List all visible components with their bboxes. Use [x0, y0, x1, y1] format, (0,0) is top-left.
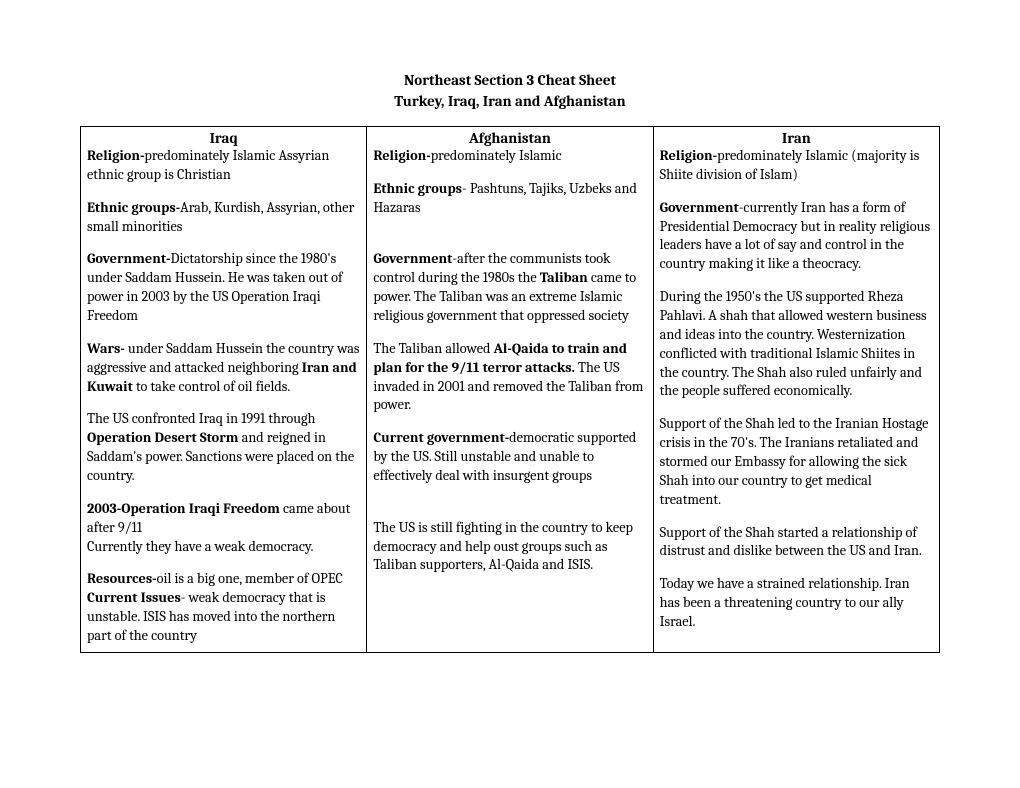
label-religion: Religion-: [87, 147, 144, 164]
text-aq-a: The Taliban allowed: [373, 340, 493, 357]
text-religion: predominately Islamic: [431, 147, 562, 164]
cell-iraq: Religion-predominately Islamic Assyrian …: [87, 147, 360, 646]
text-tail: The US is still fighting in the country …: [373, 519, 633, 574]
text-oif-tail: Currently they have a weak democracy.: [87, 538, 314, 555]
column-iran: Iran Religion-predominately Islamic (maj…: [653, 127, 939, 653]
comparison-table: Iraq Religion-predominately Islamic Assy…: [80, 126, 940, 653]
text-desert-a: The US confronted Iraq in 1991 through: [87, 410, 315, 427]
column-header-afghanistan: Afghanistan: [373, 129, 646, 147]
text-p6: Today we have a strained relationship. I…: [660, 575, 910, 630]
bold-desert-storm: Operation Desert Storm: [87, 429, 238, 446]
column-iraq: Iraq Religion-predominately Islamic Assy…: [81, 127, 367, 653]
bold-oif: 2003-Operation Iraqi Freedom: [87, 500, 280, 517]
label-ethnic: Ethnic groups-: [87, 199, 180, 216]
column-afghanistan: Afghanistan Religion-predominately Islam…: [367, 127, 653, 653]
cell-afghanistan: Religion-predominately Islamic Ethnic gr…: [373, 147, 646, 575]
text-p3: During the 1950's the US supported Rheza…: [660, 288, 927, 399]
label-current-gov: Current government-: [373, 429, 509, 446]
cell-iran: Religion-predominately Islamic (majority…: [660, 147, 933, 632]
label-government: Government: [373, 250, 452, 267]
label-ethnic: Ethnic groups: [373, 180, 462, 197]
label-resources: Resources-: [87, 570, 157, 587]
text-resources: oil is a big one, member of OPEC: [157, 570, 343, 587]
column-header-iraq: Iraq: [87, 129, 360, 147]
text-p4: Support of the Shah led to the Iranian H…: [660, 415, 929, 507]
page: Northeast Section 3 Cheat Sheet Turkey, …: [0, 0, 1020, 673]
text-p5: Support of the Shah started a relationsh…: [660, 524, 922, 560]
title-line-1: Northeast Section 3 Cheat Sheet: [80, 70, 940, 91]
label-religion: Religion-: [660, 147, 717, 164]
text-wars-b: to take control of oil fields.: [133, 378, 291, 395]
label-government: Government-: [87, 250, 171, 267]
label-government: Government: [660, 199, 739, 216]
label-issues: Current Issues: [87, 589, 181, 606]
label-wars: Wars-: [87, 340, 125, 357]
title-block: Northeast Section 3 Cheat Sheet Turkey, …: [80, 70, 940, 112]
label-religion: Religion-: [373, 147, 430, 164]
title-line-2: Turkey, Iraq, Iran and Afghanistan: [80, 91, 940, 112]
column-header-iran: Iran: [660, 129, 933, 147]
bold-taliban: Taliban: [540, 269, 588, 286]
